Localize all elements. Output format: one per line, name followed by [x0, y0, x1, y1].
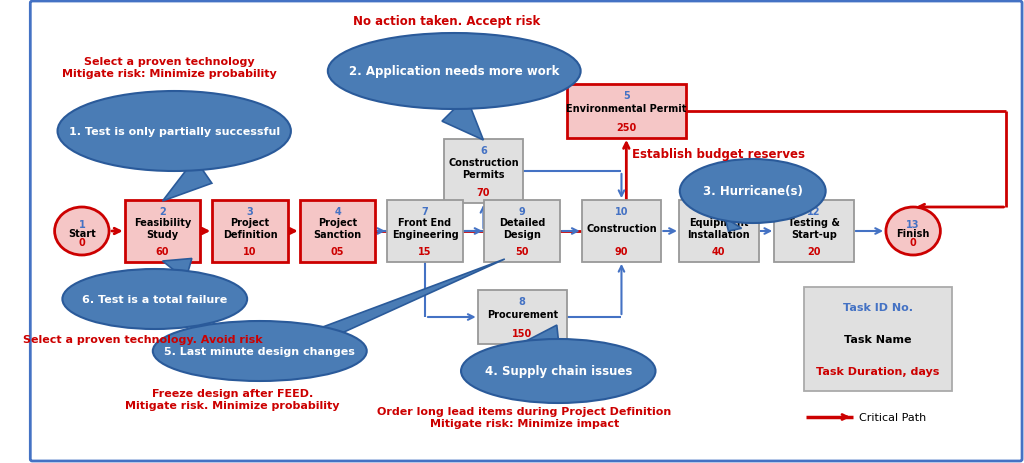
- Text: 70: 70: [476, 188, 490, 198]
- Text: Study: Study: [146, 230, 178, 239]
- Ellipse shape: [886, 207, 940, 256]
- Text: 0: 0: [79, 238, 85, 247]
- FancyBboxPatch shape: [387, 200, 463, 263]
- Text: 4: 4: [334, 206, 341, 217]
- PathPatch shape: [299, 259, 505, 346]
- Text: Procurement: Procurement: [486, 309, 558, 319]
- Ellipse shape: [153, 321, 367, 381]
- Text: Select a proven technology. Avoid risk: Select a proven technology. Avoid risk: [24, 334, 263, 344]
- Text: Finish: Finish: [896, 229, 930, 238]
- Ellipse shape: [62, 269, 247, 329]
- Text: 6: 6: [480, 146, 486, 156]
- Text: 2. Application needs more work: 2. Application needs more work: [349, 65, 559, 78]
- Text: 6. Test is a total failure: 6. Test is a total failure: [82, 294, 227, 304]
- Text: 1: 1: [79, 219, 85, 230]
- Text: 50: 50: [515, 246, 529, 257]
- PathPatch shape: [163, 259, 191, 280]
- Text: 13: 13: [906, 219, 920, 230]
- Text: 1. Test is only partially successful: 1. Test is only partially successful: [69, 127, 280, 137]
- Text: 05: 05: [331, 246, 344, 257]
- Text: 2: 2: [159, 206, 166, 217]
- Text: 5: 5: [623, 91, 630, 101]
- Text: Sanction: Sanction: [313, 230, 361, 239]
- Ellipse shape: [461, 339, 655, 403]
- FancyBboxPatch shape: [212, 200, 288, 263]
- Text: 10: 10: [614, 206, 628, 217]
- Ellipse shape: [54, 207, 110, 256]
- Text: 8: 8: [519, 296, 525, 307]
- Text: Start: Start: [68, 229, 95, 238]
- Text: Permits: Permits: [462, 169, 505, 180]
- Text: Testing &: Testing &: [788, 218, 840, 227]
- Text: 90: 90: [614, 246, 628, 257]
- Text: Front End: Front End: [398, 218, 452, 227]
- Text: Order long lead items during Project Definition
Mitigate risk: Minimize impact: Order long lead items during Project Def…: [377, 407, 672, 428]
- FancyBboxPatch shape: [300, 200, 376, 263]
- PathPatch shape: [442, 98, 483, 141]
- Text: Freeze design after FEED.
Mitigate risk. Minimize probability: Freeze design after FEED. Mitigate risk.…: [125, 388, 340, 410]
- Text: Detailed: Detailed: [499, 218, 546, 227]
- Text: Environmental Permit: Environmental Permit: [566, 104, 686, 114]
- Text: Establish budget reserves: Establish budget reserves: [632, 148, 805, 161]
- Text: Start-up: Start-up: [792, 230, 837, 239]
- Text: 4. Supply chain issues: 4. Supply chain issues: [484, 365, 632, 378]
- FancyBboxPatch shape: [582, 200, 662, 263]
- Ellipse shape: [328, 34, 581, 110]
- Text: 60: 60: [156, 246, 169, 257]
- FancyBboxPatch shape: [31, 2, 1022, 461]
- Text: Engineering: Engineering: [392, 230, 459, 239]
- PathPatch shape: [522, 325, 560, 353]
- FancyBboxPatch shape: [567, 85, 686, 139]
- Ellipse shape: [680, 160, 825, 224]
- Text: Construction: Construction: [449, 158, 519, 168]
- Text: 40: 40: [712, 246, 725, 257]
- PathPatch shape: [163, 159, 212, 201]
- Text: 10: 10: [244, 246, 257, 257]
- Text: 150: 150: [512, 328, 532, 338]
- Text: 7: 7: [422, 206, 428, 217]
- Text: 3. Hurricane(s): 3. Hurricane(s): [702, 185, 803, 198]
- Text: Construction: Construction: [586, 224, 656, 233]
- Text: Task Name: Task Name: [845, 334, 912, 344]
- PathPatch shape: [725, 218, 741, 232]
- Text: Critical Path: Critical Path: [859, 412, 926, 422]
- Text: 12: 12: [807, 206, 820, 217]
- Text: 5. Last minute design changes: 5. Last minute design changes: [164, 346, 355, 356]
- Text: Select a proven technology
Mitigate risk: Minimize probability: Select a proven technology Mitigate risk…: [62, 57, 276, 79]
- Text: Feasibility: Feasibility: [134, 218, 191, 227]
- Ellipse shape: [57, 92, 291, 172]
- Text: Task Duration, days: Task Duration, days: [816, 366, 940, 376]
- Text: 3: 3: [247, 206, 253, 217]
- Text: Installation: Installation: [687, 230, 750, 239]
- Text: Project: Project: [318, 218, 357, 227]
- FancyBboxPatch shape: [679, 200, 759, 263]
- Text: No action taken. Accept risk: No action taken. Accept risk: [353, 15, 540, 28]
- Text: 250: 250: [616, 123, 637, 133]
- FancyBboxPatch shape: [125, 200, 201, 263]
- FancyBboxPatch shape: [804, 288, 952, 391]
- Text: 11: 11: [712, 206, 725, 217]
- FancyBboxPatch shape: [443, 140, 523, 204]
- Text: Project: Project: [230, 218, 269, 227]
- Text: 15: 15: [419, 246, 432, 257]
- Text: Design: Design: [504, 230, 542, 239]
- Text: 0: 0: [909, 238, 916, 247]
- FancyBboxPatch shape: [477, 290, 567, 344]
- Text: 9: 9: [519, 206, 525, 217]
- Text: 20: 20: [807, 246, 820, 257]
- Text: Equipment: Equipment: [689, 218, 749, 227]
- Text: Definition: Definition: [223, 230, 278, 239]
- FancyBboxPatch shape: [774, 200, 854, 263]
- Text: Task ID No.: Task ID No.: [843, 302, 913, 313]
- FancyBboxPatch shape: [484, 200, 560, 263]
